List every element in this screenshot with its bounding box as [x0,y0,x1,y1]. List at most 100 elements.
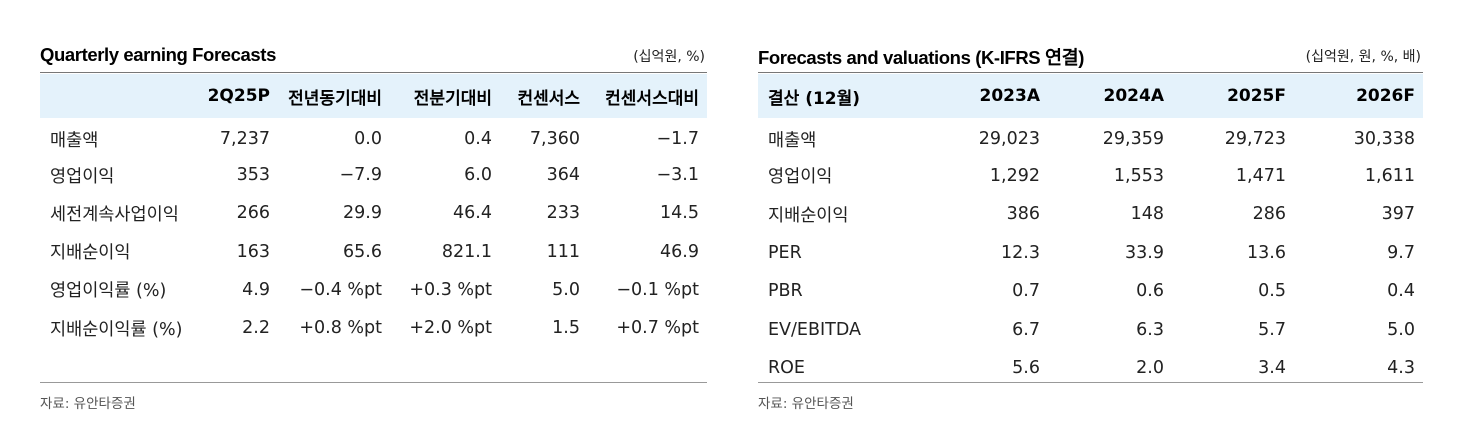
table-cell: 0.7 [1012,281,1040,302]
row-label: 영업이익 [50,166,115,187]
table-cell: 5.6 [1012,358,1040,379]
table-cell: 12.3 [1001,242,1040,263]
row-label: PER [768,242,802,263]
table-cell: 46.4 [453,203,492,224]
column-header: 2024A [1103,86,1164,106]
table-row: EV/EBITDA 6.7 6.3 5.7 5.0 [758,311,1423,350]
table-cell: 0.4 [1387,281,1415,302]
table-cell: 2.2 [242,318,270,339]
row-label: 지배순이익률 (%) [50,319,183,340]
quarterly-forecast-title-row: Quarterly earning Forecasts (십억원, %) [40,40,707,70]
table-cell: 5.0 [552,279,580,300]
table-cell: 29,023 [978,129,1040,150]
valuation-unit: (십억원, 원, %, 배) [1305,49,1421,65]
row-label: 지배순이익 [50,243,131,264]
table-cell: 0.6 [1136,281,1164,302]
table-cell: 7,360 [529,129,580,150]
table-cell: −0.1 %pt [616,279,699,300]
table-cell: 0.5 [1258,281,1286,302]
table-cell: 14.5 [660,203,699,224]
row-label: PBR [768,281,803,302]
table-row: ROE 5.6 2.0 3.4 4.3 [758,349,1423,388]
column-header [40,74,198,118]
table-cell: −3.1 [656,165,700,186]
row-label: 세전계속사업이익 [50,204,179,225]
valuation-title: Forecasts and valuations (K-IFRS 연결) [758,47,1084,68]
table-cell: +2.0 %pt [409,318,492,339]
quarterly-forecast-title: Quarterly earning Forecasts [40,44,276,65]
table-cell: 13.6 [1247,242,1286,263]
table-row: 영업이익 1,292 1,553 1,471 1,611 [758,157,1423,196]
table-cell: 821.1 [441,241,492,262]
column-header: 2Q25P [207,86,270,106]
table-cell: 1,471 [1235,165,1286,186]
column-header: 2025F [1227,86,1286,106]
table-cell: −0.4 %pt [299,279,382,300]
column-header: 2023A [979,86,1040,106]
table-cell: 353 [236,165,270,186]
table-cell: 4.9 [242,279,270,300]
table-cell: 33.9 [1125,242,1164,263]
table-row: 영업이익 353 −7.9 6.0 364 −3.1 [40,156,707,194]
table-cell: 233 [546,203,580,224]
table-cell: 386 [1006,204,1040,225]
row-label: 영업이익 [768,167,833,188]
column-header: 2026F [1356,86,1415,106]
table-cell: 1,292 [989,165,1040,186]
row-label: 매출액 [768,130,817,151]
table-cell: 5.0 [1387,319,1415,340]
quarterly-forecast-table: 2Q25P 전년동기대비 전분기대비 컨센서스 컨센서스대비 매출액 7,237… [40,74,707,347]
table-row: 영업이익률 (%) 4.9 −0.4 %pt +0.3 %pt 5.0 −0.1… [40,271,707,309]
table-cell: 7,237 [219,129,270,150]
bottom-rule [40,382,707,383]
table-cell: 6.7 [1012,319,1040,340]
top-rule [40,72,707,73]
column-header: 결산 (12월) [768,88,861,109]
table-cell: +0.3 %pt [409,279,492,300]
column-header: 전분기대비 [413,88,492,109]
table-cell: 30,338 [1353,129,1415,150]
table-cell: 3.4 [1258,358,1286,379]
table-cell: 286 [1252,204,1286,225]
table-cell: 0.4 [464,129,492,150]
row-label: 매출액 [50,130,99,151]
table-cell: 29,723 [1224,129,1286,150]
table-cell: 29,359 [1102,129,1164,150]
table-header-row: 결산 (12월) 2023A 2024A 2025F 2026F [758,74,1423,118]
column-header: 컨센서스 [517,88,580,109]
table-row: 지배순이익 386 148 286 397 [758,195,1423,234]
table-cell: 0.0 [354,129,382,150]
valuation-title-row: Forecasts and valuations (K-IFRS 연결) (십억… [758,40,1423,70]
table-cell: +0.8 %pt [299,318,382,339]
source-note: 자료: 유안타증권 [40,396,136,412]
table-cell: 5.7 [1258,319,1286,340]
quarterly-forecast-unit: (십억원, %) [633,49,705,65]
table-cell: 1.5 [552,318,580,339]
table-cell: 111 [546,241,580,262]
table-row: 매출액 29,023 29,359 29,723 30,338 [758,118,1423,157]
table-cell: 29.9 [343,203,382,224]
table-row: 세전계속사업이익 266 29.9 46.4 233 14.5 [40,194,707,232]
table-row: 지배순이익 163 65.6 821.1 111 46.9 [40,233,707,271]
table-cell: 266 [236,203,270,224]
table-row: 지배순이익률 (%) 2.2 +0.8 %pt +2.0 %pt 1.5 +0.… [40,309,707,347]
row-label: EV/EBITDA [768,319,861,340]
table-cell: 6.3 [1136,319,1164,340]
table-row: PBR 0.7 0.6 0.5 0.4 [758,272,1423,311]
valuation-table: 결산 (12월) 2023A 2024A 2025F 2026F 매출액 29,… [758,74,1423,388]
table-cell: 397 [1381,204,1415,225]
table-cell: +0.7 %pt [616,318,699,339]
table-cell: 6.0 [464,165,492,186]
table-cell: 4.3 [1387,358,1415,379]
table-cell: 46.9 [660,241,699,262]
table-cell: 1,553 [1113,165,1164,186]
row-label: 지배순이익 [768,205,849,226]
table-cell: 364 [546,165,580,186]
row-label: 영업이익률 (%) [50,281,167,302]
table-cell: 163 [236,241,270,262]
table-row: PER 12.3 33.9 13.6 9.7 [758,234,1423,273]
source-note: 자료: 유안타증권 [758,396,854,412]
column-header: 전년동기대비 [288,88,382,109]
table-cell: 2.0 [1136,358,1164,379]
table-header-row: 2Q25P 전년동기대비 전분기대비 컨센서스 컨센서스대비 [40,74,707,118]
